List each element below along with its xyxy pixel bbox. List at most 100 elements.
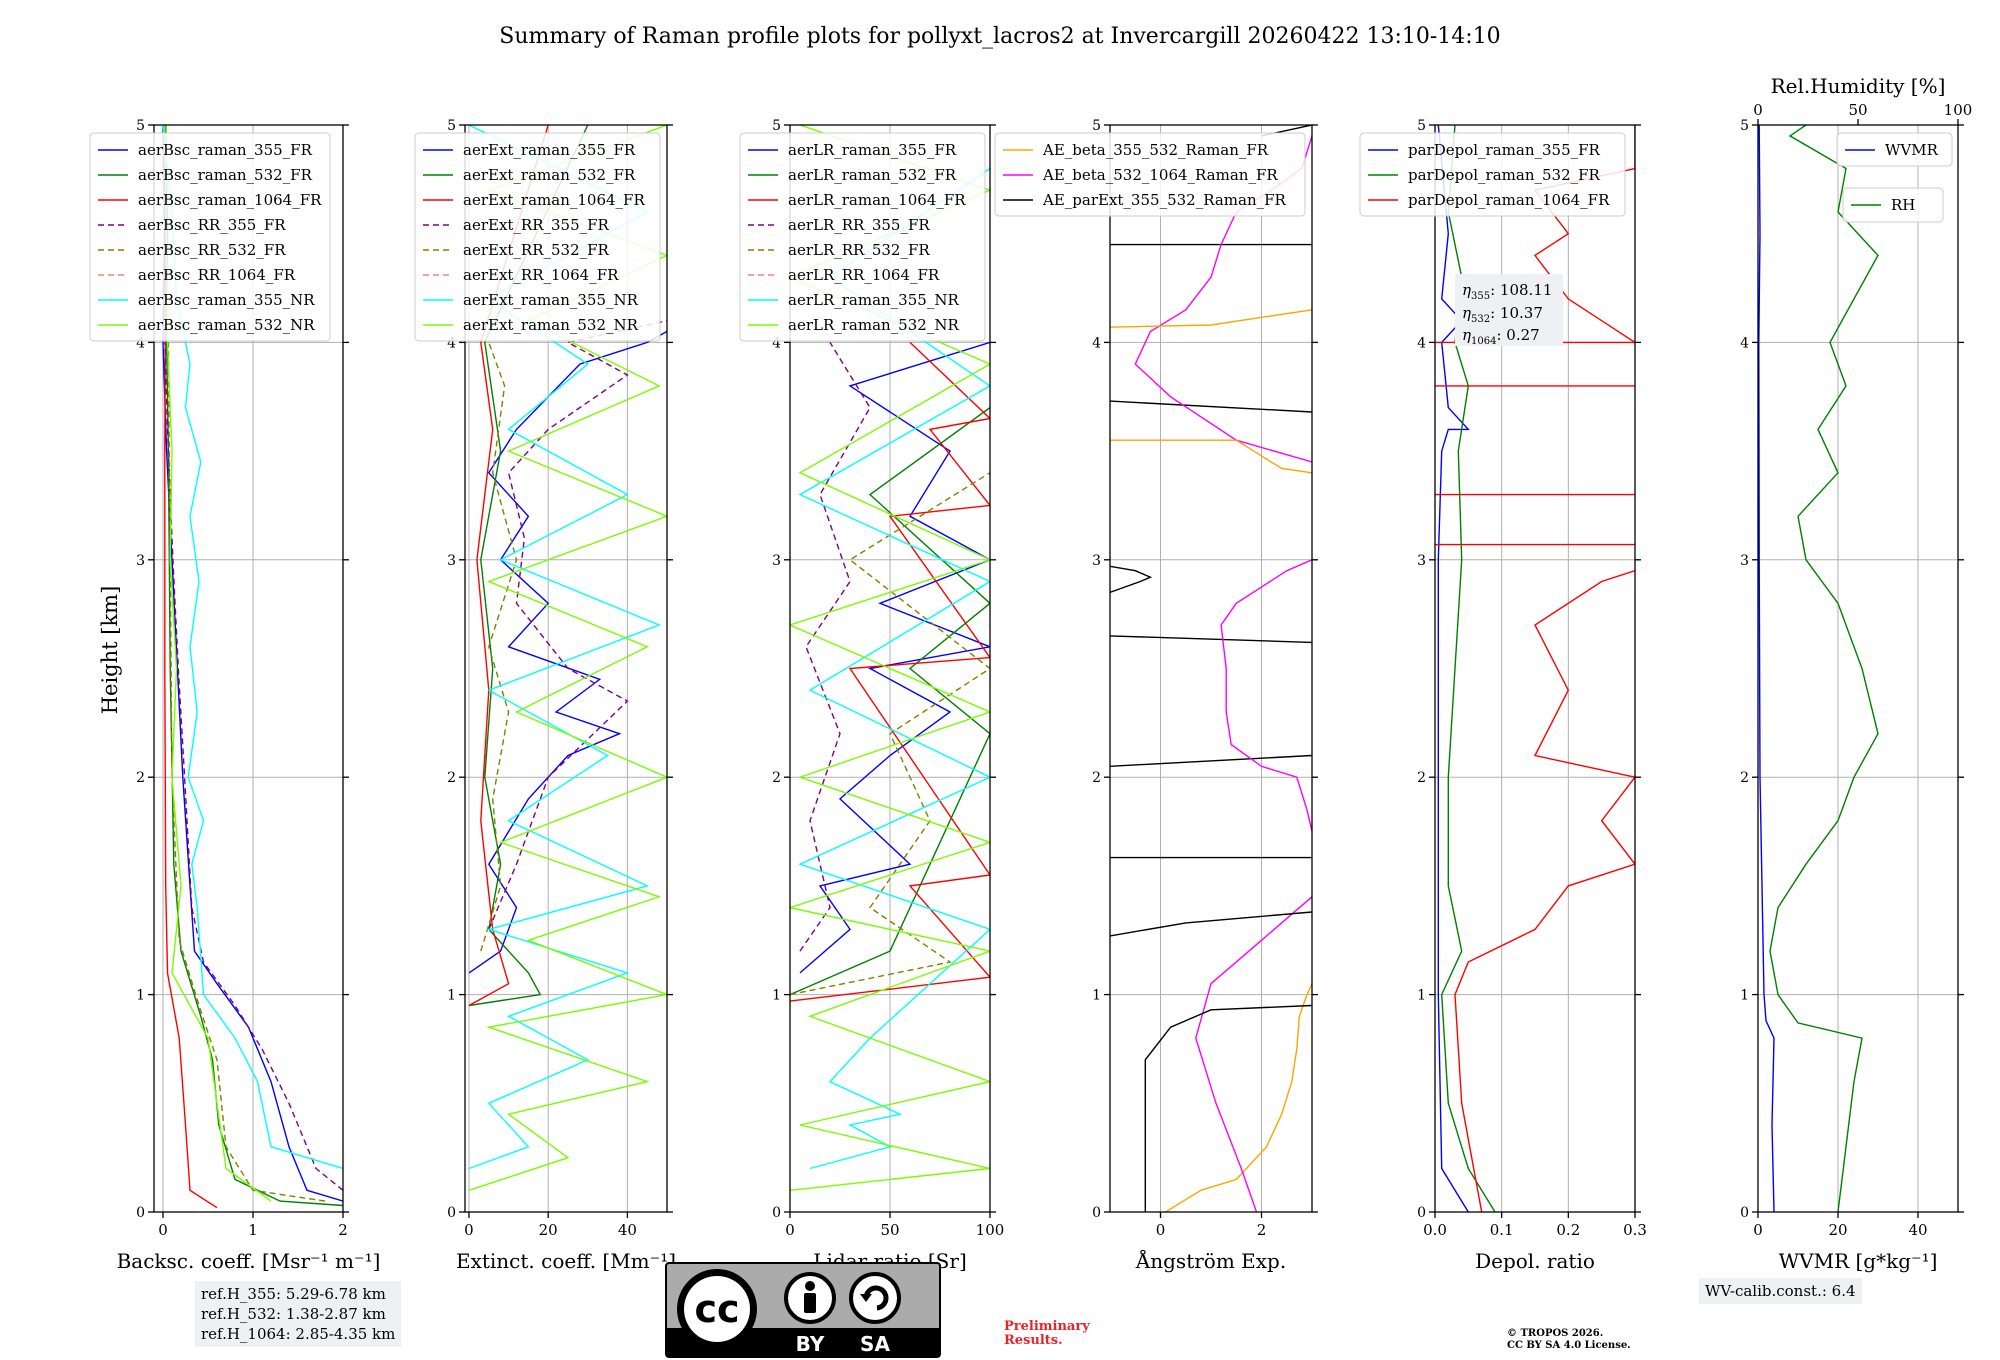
y-tick-label: 0 (136, 1205, 145, 1221)
x2-tick-label: 100 (1944, 101, 1973, 119)
legend-label: aerLR_RR_532_FR (788, 241, 930, 259)
eta-532-value: 10.37 (1500, 304, 1543, 322)
y-axis-label: Height [km] (98, 586, 122, 715)
series-group (162, 125, 343, 1209)
legend: WVMR RH (1836, 132, 1953, 223)
panel-2: 0 20 40 0 1 2 3 4 5 Extinct. coeff. [Mm⁻¹] aerExt_… (414, 118, 676, 1273)
series-aerLR_RR_355_FR (799, 342, 871, 952)
y-tick-label: 5 (136, 118, 145, 134)
legend2-label: RH (1891, 196, 1915, 214)
legend-label: aerLR_raman_532_NR (788, 316, 959, 334)
axes-frame (1757, 124, 1959, 1213)
sa-share-alike-icon (849, 1272, 901, 1324)
x2-tick-label: 0 (1753, 101, 1763, 119)
x-axis-label: Ångström Exp. (1135, 1248, 1286, 1273)
legend-frame (994, 132, 1306, 217)
series-parDepol_raman_355_FR (1437, 125, 1470, 1212)
legend-label: parDepol_raman_1064_FR (1408, 191, 1610, 209)
cc-by-sa-logo: cc BY SA (665, 1262, 941, 1358)
series-AE_parExt_355_532_Raman_FR (1144, 1004, 1312, 1212)
x-tick-label: 0 (785, 1221, 795, 1239)
by-person-body (804, 1293, 816, 1313)
ref-h-355: ref.H_355: 5.29-6.78 km (201, 1285, 386, 1303)
x-axis-label: Depol. ratio (1475, 1249, 1595, 1273)
eta-background (1455, 274, 1563, 346)
legend-label: AE_beta_355_532_Raman_FR (1042, 141, 1269, 159)
x2-axis-label: Rel.Humidity [%] (1771, 74, 1946, 98)
x-tick-label: 0 (1156, 1221, 1166, 1239)
x-tick-label: 50 (880, 1221, 899, 1239)
y-tick-label: 2 (1417, 770, 1426, 786)
y-tick-label: 1 (447, 988, 456, 1004)
y-tick-label: 0 (1092, 1205, 1101, 1221)
x-tick-label: 0 (1753, 1221, 1763, 1239)
y-tick-label: 1 (772, 988, 781, 1004)
legend-label: aerBsc_raman_355_NR (138, 291, 315, 309)
x-tick-label: 20 (1828, 1221, 1847, 1239)
series-group (1110, 125, 1312, 1212)
series-aerExt_raman_355_NR (468, 125, 661, 1170)
legend-label: aerBsc_RR_1064_FR (138, 266, 296, 284)
series-aerBsc_raman_532_NR (164, 125, 272, 1202)
axes-frame (464, 124, 668, 1213)
x-axis-label: WVMR [g*kg⁻¹] (1779, 1249, 1938, 1273)
axes-frame (153, 124, 344, 1213)
legend-frame (1836, 132, 1953, 167)
y-tick-label: 5 (447, 118, 456, 134)
series-RH (1769, 125, 1879, 1212)
series-aerLR_raman_355_FR (799, 341, 990, 974)
y-tick-label: 2 (1740, 770, 1749, 786)
x-tick-label: 0.2 (1556, 1221, 1580, 1239)
y-tick-label: 3 (447, 553, 456, 569)
series-AE_beta_532_1064_Raman_FR (1195, 896, 1312, 1212)
x-tick-label: 20 (539, 1221, 558, 1239)
x-tick-label: 0 (158, 1221, 168, 1239)
series-aerLR_RR_532_FR (790, 472, 990, 996)
series-aerLR_raman_1064_FR (790, 341, 990, 1002)
cc-circle-inner (684, 1276, 750, 1342)
y-tick-label: 1 (1740, 988, 1749, 1004)
series-aerBsc_raman_355_FR (162, 125, 343, 1202)
y-tick-label: 5 (1092, 118, 1101, 134)
x-axis-label: Extinct. coeff. [Mm⁻¹] (456, 1249, 676, 1273)
y-tick-label: 0 (772, 1205, 781, 1221)
series-AE_parExt_355_532_Raman_FR_e (1110, 635, 1312, 644)
series-aerLR_raman_532_FR (790, 407, 990, 996)
legend-label: aerLR_RR_355_FR (788, 216, 930, 234)
copyright-line-2: CC BY SA 4.0 License. (1507, 1340, 1631, 1351)
series-AE_beta_355_532_Raman_FR_c (1110, 309, 1312, 328)
legend-label: aerLR_raman_355_NR (788, 291, 959, 309)
x2-tick-label: 50 (1848, 101, 1867, 119)
panel-6: 0 20 40 0 1 2 3 4 5 WVMR [g*kg⁻¹] 0 50 100 Rel.Humidi… (1740, 74, 1972, 1273)
eta-annotation: η355: 108.11 η532: 10.37 η1064: 0.27 (1455, 274, 1563, 347)
by-person-head (805, 1281, 815, 1291)
legend-label: aerExt_raman_532_NR (463, 316, 639, 334)
copyright-note: © TROPOS 2026. CC BY SA 4.0 License. (1507, 1328, 1631, 1352)
y-tick-label: 4 (1417, 335, 1426, 351)
copyright-line-1: © TROPOS 2026. (1507, 1328, 1604, 1339)
sa-arrow-arc (863, 1285, 889, 1311)
legend-label: aerBsc_raman_532_FR (138, 166, 313, 184)
legend-label: AE_beta_532_1064_Raman_FR (1042, 166, 1278, 184)
series-aerBsc_RR_532_FR (167, 342, 326, 1202)
cc-text: cc (694, 1287, 739, 1331)
eta-355-value: 108.11 (1500, 281, 1553, 299)
axes-frame (1434, 124, 1636, 1213)
y-tick-label: 4 (772, 335, 781, 351)
x-tick-label: 0.0 (1423, 1221, 1447, 1239)
legend: parDepol_raman_355_FR parDepol_raman_532_… (1359, 132, 1626, 217)
x-axis-label: Backsc. coeff. [Msr⁻¹ m⁻¹] (117, 1249, 381, 1273)
y-tick-label: 3 (136, 553, 145, 569)
series-AE_beta_532_1064_Raman_FR_b (1220, 559, 1312, 832)
y-tick-label: 3 (772, 553, 781, 569)
legend-label: aerExt_raman_532_FR (463, 166, 636, 184)
series-aerExt_RR_532_FR (480, 342, 518, 952)
legend: aerExt_raman_355_FR aerExt_raman_532_FRae… (414, 132, 661, 342)
legend-label: aerExt_RR_355_FR (463, 216, 610, 234)
sa-text: SA (860, 1332, 890, 1356)
y-tick-label: 0 (1740, 1205, 1749, 1221)
panel-5: 0.0 0.1 0.2 0.3 0 1 2 3 4 5 Depol. ratio parDepol_r… (1359, 118, 1647, 1273)
